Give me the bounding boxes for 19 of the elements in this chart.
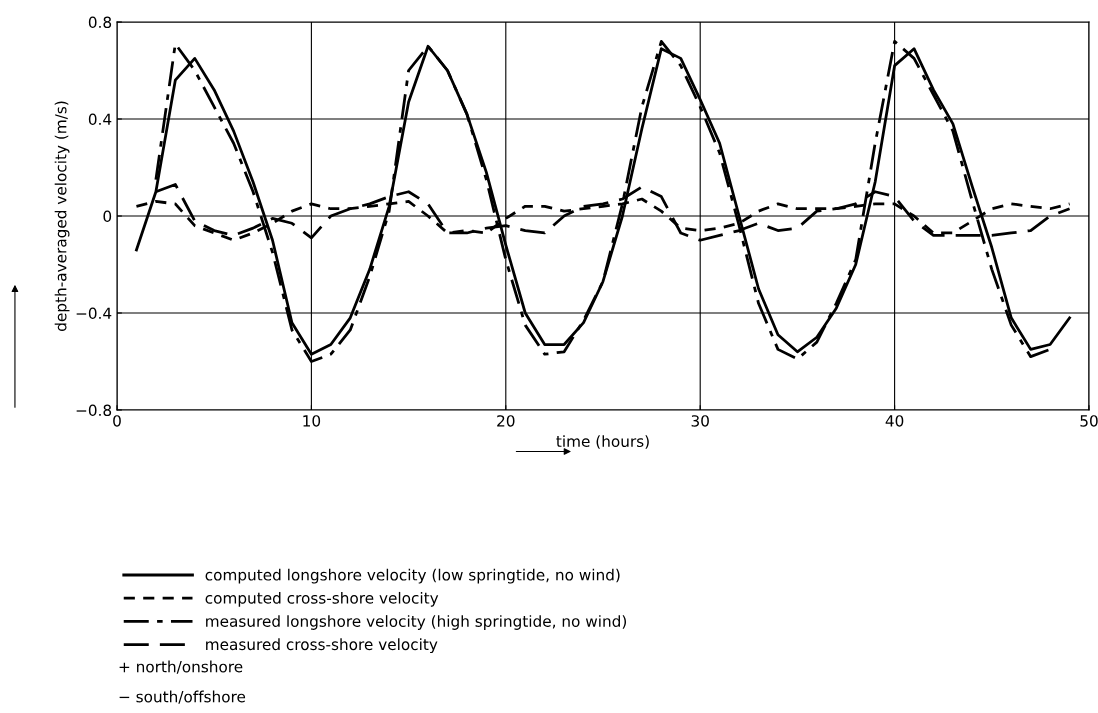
x-tick-label: 50 (1080, 415, 1098, 427)
y-tick-label: −0.8 (76, 404, 112, 417)
y-tick-label: 0.4 (88, 113, 112, 126)
x-tick-label: 30 (691, 415, 709, 427)
legend-label: computed longshore velocity (low springtide, no wind) (205, 568, 620, 584)
x-tick-label: 10 (303, 415, 321, 427)
x-axis-title: time (hours) (556, 435, 649, 449)
legend-label: computed cross-shore velocity (205, 591, 439, 607)
legend-label: measured longshore velocity (high springtide, no wind) (206, 615, 627, 630)
y-axis-title: depth-averaged velocity (m/s) (54, 101, 70, 331)
text: − south/offshore (119, 690, 246, 704)
x-tick-label: 40 (885, 415, 904, 427)
y-tick-label: −0.4 (76, 307, 112, 320)
x-tick-label: 20 (497, 415, 515, 427)
y-tick-label: 0 (103, 210, 112, 223)
x-tick-label: 0 (113, 415, 121, 427)
legend-label: measured cross-shore velocity (206, 638, 438, 654)
y-tick-label: 0.8 (88, 16, 112, 29)
text: + north/onshore (119, 660, 243, 674)
